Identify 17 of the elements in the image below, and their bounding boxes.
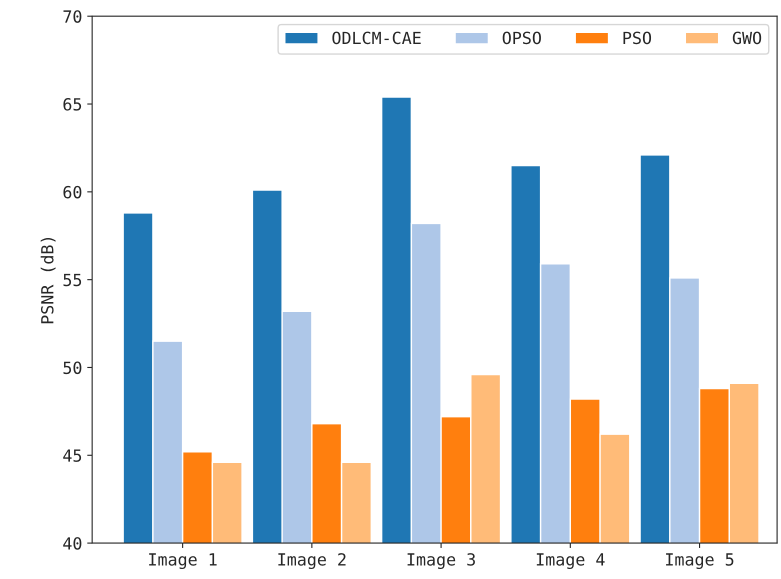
legend-label: PSO [623, 32, 652, 44]
legend-label: OPSO [502, 32, 541, 44]
y-tick-label: 65 [63, 98, 82, 111]
y-tick-label: 70 [64, 10, 82, 23]
y-tick-label: 40 [63, 537, 82, 550]
x-tick-label: Image 5 [666, 553, 734, 570]
y-tick-label: 45 [63, 450, 82, 462]
y-axis-title: PSNR (dB) [40, 238, 56, 324]
x-tick-label: Image 2 [278, 553, 346, 570]
x-tick-label: Image 1 [149, 553, 217, 570]
legend-label: ODLCM-CAE [332, 32, 421, 44]
y-tick-label: 55 [64, 274, 82, 286]
x-tick-label: Image 3 [408, 553, 475, 570]
y-tick-label: 60 [63, 186, 82, 198]
y-tick-label: 50 [64, 361, 82, 374]
x-tick-label: Image 4 [536, 553, 605, 570]
legend-label: GWO [732, 32, 762, 44]
